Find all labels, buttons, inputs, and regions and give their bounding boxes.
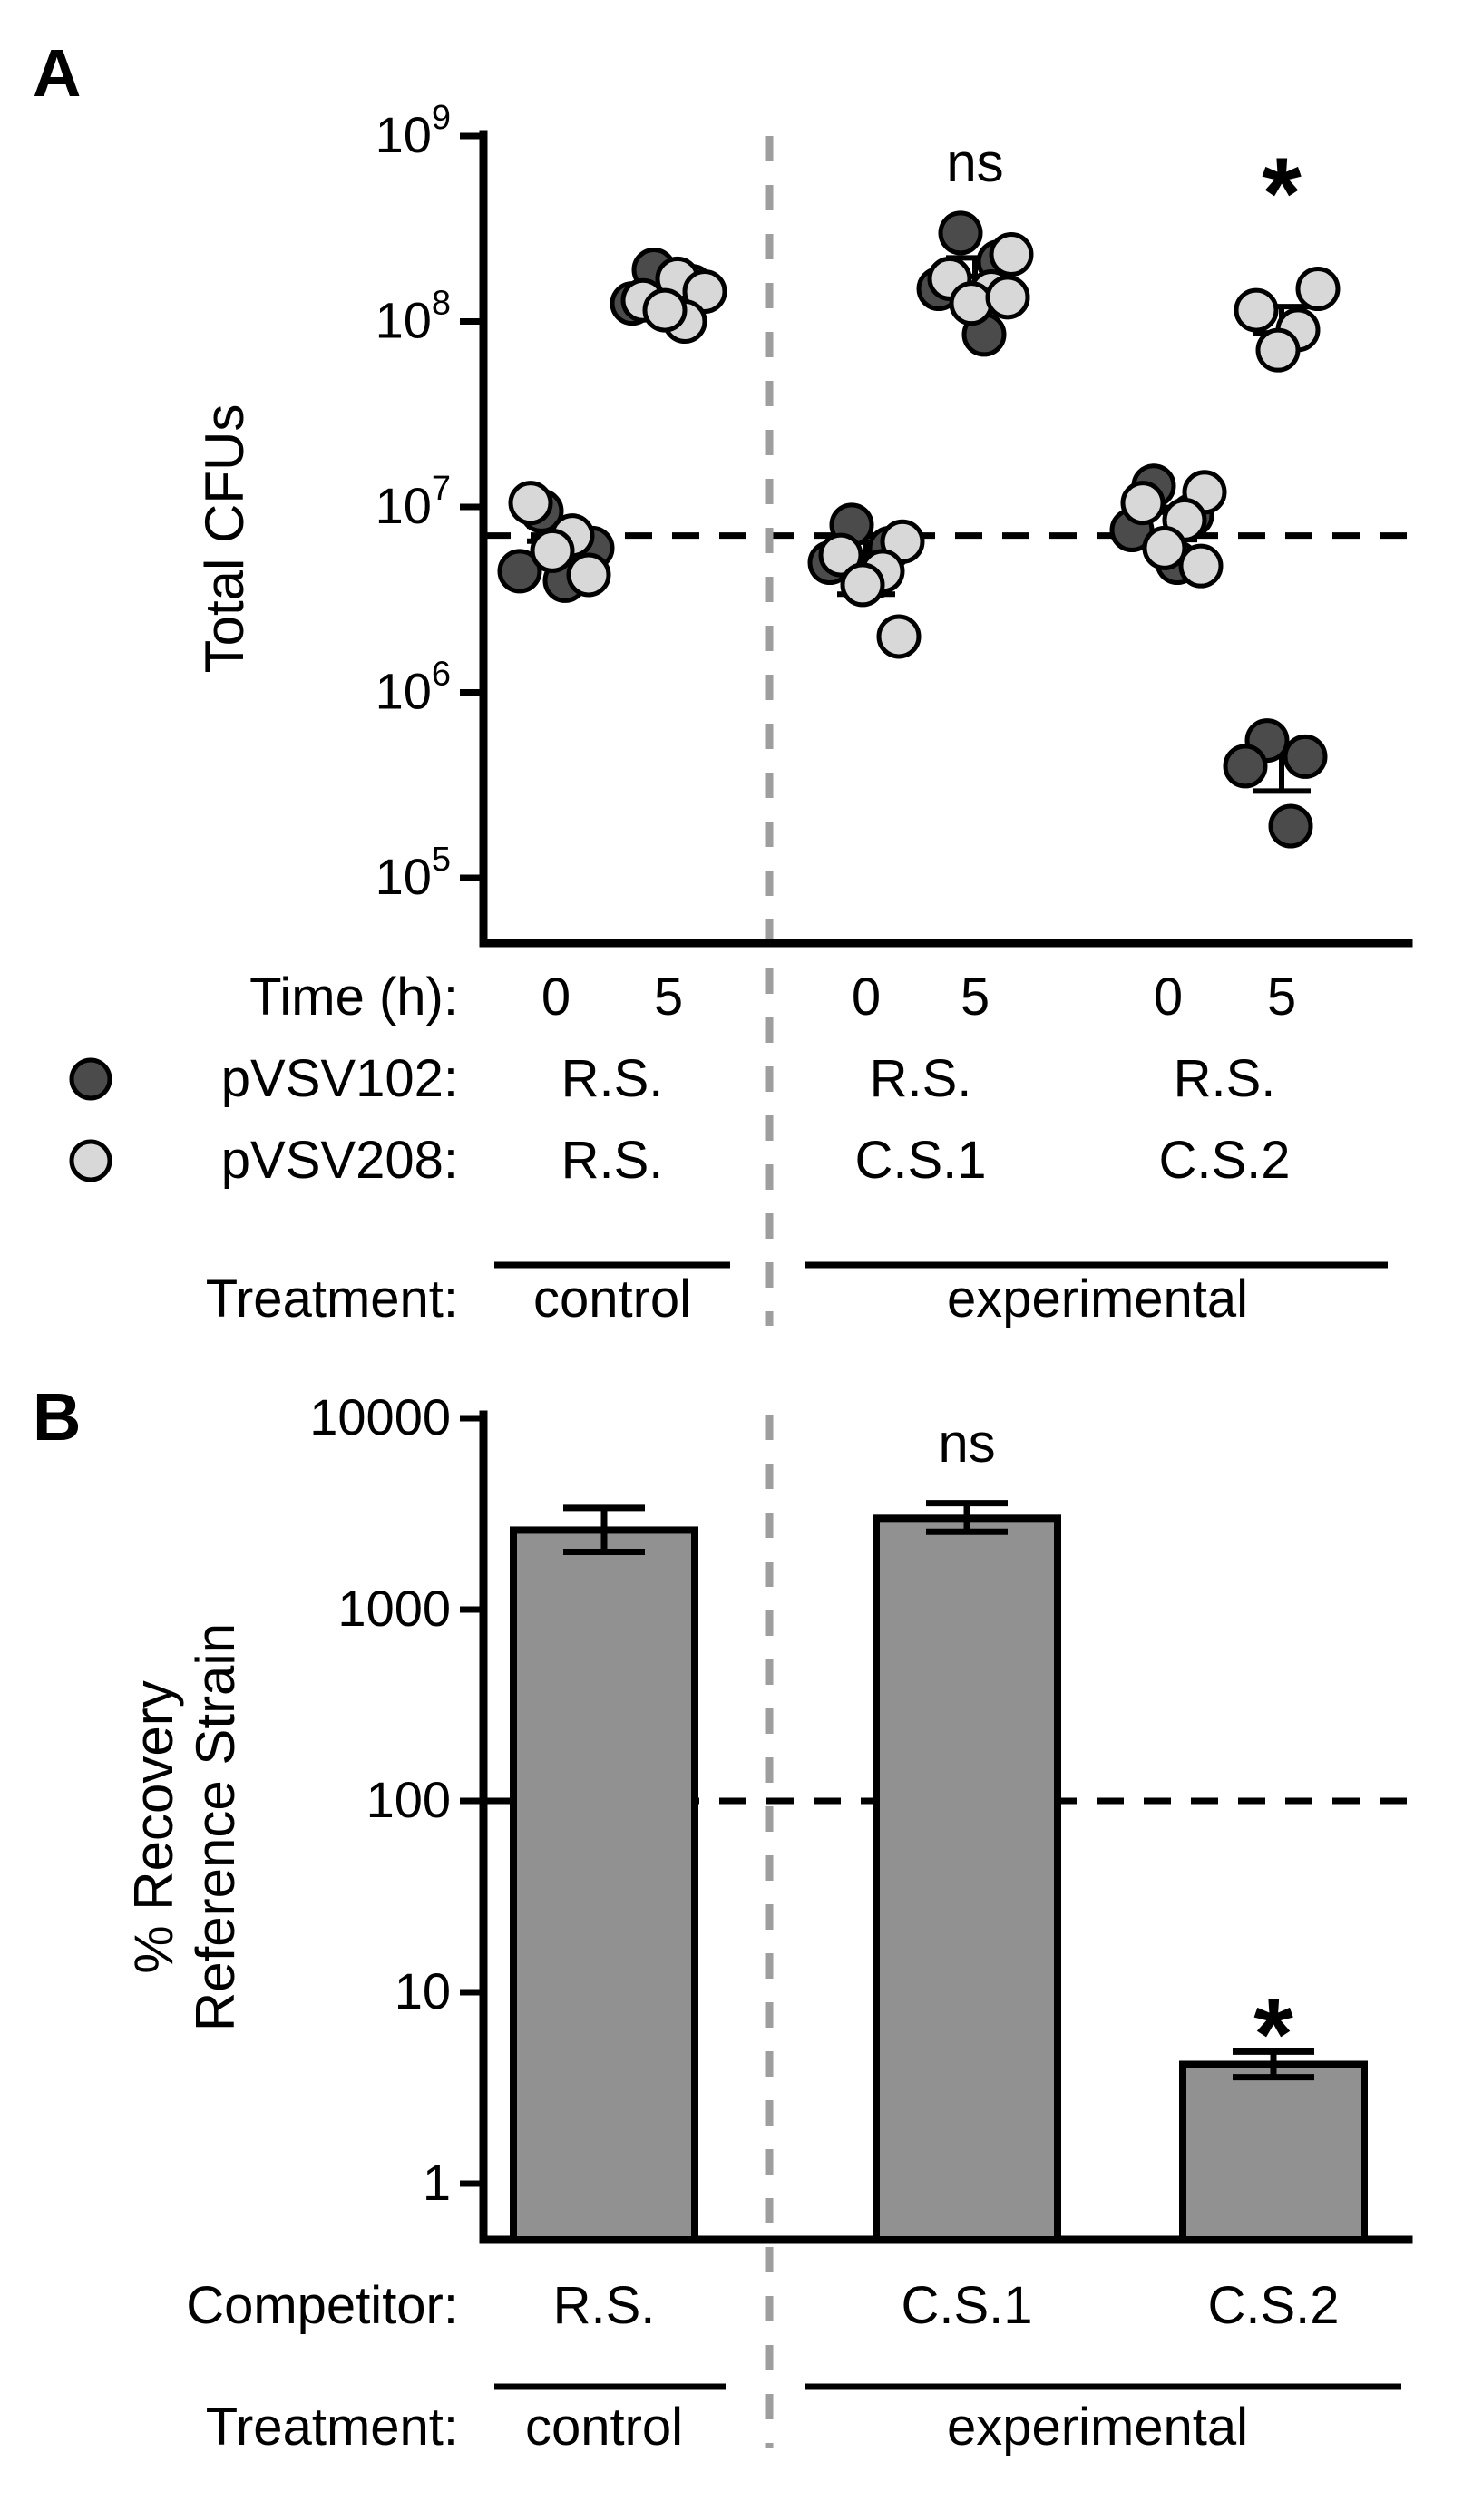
panel-b-y-axis-title-line1: % Recovery	[123, 1680, 184, 1973]
bar-C.S.1	[873, 1514, 1061, 2243]
data-point-pVSV102	[1283, 734, 1328, 779]
data-point-pVSV208	[1255, 327, 1301, 373]
data-point-pVSV208	[530, 528, 575, 573]
data-point-pVSV102	[497, 549, 542, 594]
pvsv102-row-label: pVSV102:	[221, 1049, 458, 1108]
data-point-pVSV208	[985, 275, 1030, 320]
data-point-pVSV208	[840, 562, 885, 608]
data-point-pVSV208	[876, 614, 922, 659]
pvsv208-strain-value: C.S.2	[1158, 1131, 1290, 1190]
pvsv208-strain-value: R.S.	[561, 1131, 664, 1190]
data-point-pVSV208	[1120, 481, 1166, 526]
pvsv102-strain-value: R.S.	[870, 1049, 972, 1108]
data-point-pVSV208	[818, 532, 863, 578]
data-point-pVSV208	[508, 481, 553, 526]
time-value: 0	[852, 968, 881, 1026]
data-point-pVSV208	[642, 287, 688, 333]
pvsv102-strain-value: R.S.	[1174, 1049, 1276, 1108]
panel-b-label: B	[33, 1379, 81, 1455]
data-point-pVSV208	[682, 269, 727, 315]
pvsv102-strain-value: R.S.	[561, 1049, 664, 1108]
panel-b-tick-label: 10	[395, 1962, 451, 2019]
data-point-pVSV208	[949, 281, 994, 326]
data-point-pVSV208	[1178, 543, 1224, 589]
data-point-pVSV102	[938, 210, 983, 256]
significance-ns: ns	[938, 1413, 995, 1474]
time-value: 5	[961, 968, 990, 1026]
panel-a-tick-label: 109	[376, 99, 451, 163]
competitor-row-label: Competitor:	[186, 2276, 458, 2335]
panel-b-y-axis-title-line2: Reference Strain	[185, 1623, 246, 2031]
data-point-pVSV208	[566, 552, 611, 598]
data-point-pVSV208	[1234, 287, 1279, 333]
data-point-pVSV102	[1268, 803, 1313, 849]
time-value: 5	[1267, 968, 1296, 1026]
treatment-value-control: control	[533, 1270, 691, 1328]
panel-b-tick-label: 10000	[309, 1388, 451, 1445]
data-point-pVSV102	[1223, 744, 1268, 789]
time-value: 5	[654, 968, 683, 1026]
data-point-pVSV208	[989, 232, 1034, 277]
panel-a-label: A	[33, 35, 81, 111]
data-point-pVSV208	[1142, 525, 1187, 570]
treatment-value-experimental: experimental	[947, 1270, 1248, 1328]
treatment-row-label: Treatment:	[206, 1270, 458, 1328]
panel-b-tick-label: 1	[423, 2154, 451, 2211]
data-point-pVSV208	[1295, 266, 1341, 311]
time-row-label: Time (h):	[249, 968, 458, 1026]
panel-a-tick-label: 105	[376, 841, 451, 905]
pvsv208-strain-value: C.S.1	[854, 1131, 986, 1190]
bar-C.S.2	[1179, 2060, 1368, 2243]
time-value: 0	[1154, 968, 1183, 1026]
competitor-value: C.S.2	[1207, 2276, 1339, 2335]
significance-ns: ns	[946, 132, 1003, 193]
treatment-value-control: control	[525, 2398, 683, 2457]
panel-a-tick-label: 108	[376, 285, 451, 349]
treatment-row-label: Treatment:	[206, 2398, 458, 2457]
legend-marker-pvsv208	[69, 1139, 112, 1182]
legend-marker-pvsv102	[69, 1057, 112, 1101]
significance-star: *	[1253, 1978, 1293, 2091]
panel-a-y-axis-title: Total CFUs	[194, 404, 255, 674]
panel-a-tick-label: 107	[376, 470, 451, 534]
bar-R.S.	[510, 1526, 698, 2244]
time-value: 0	[541, 968, 571, 1026]
treatment-value-experimental: experimental	[947, 2398, 1248, 2457]
panel-b-tick-label: 1000	[337, 1580, 451, 1637]
competitor-value: R.S.	[553, 2276, 656, 2335]
panel-b-tick-label: 100	[366, 1771, 451, 1828]
competitor-value: C.S.1	[901, 2276, 1032, 2335]
pvsv208-row-label: pVSV208:	[221, 1131, 458, 1190]
significance-star: *	[1262, 137, 1302, 250]
panel-a-tick-label: 106	[376, 656, 451, 720]
